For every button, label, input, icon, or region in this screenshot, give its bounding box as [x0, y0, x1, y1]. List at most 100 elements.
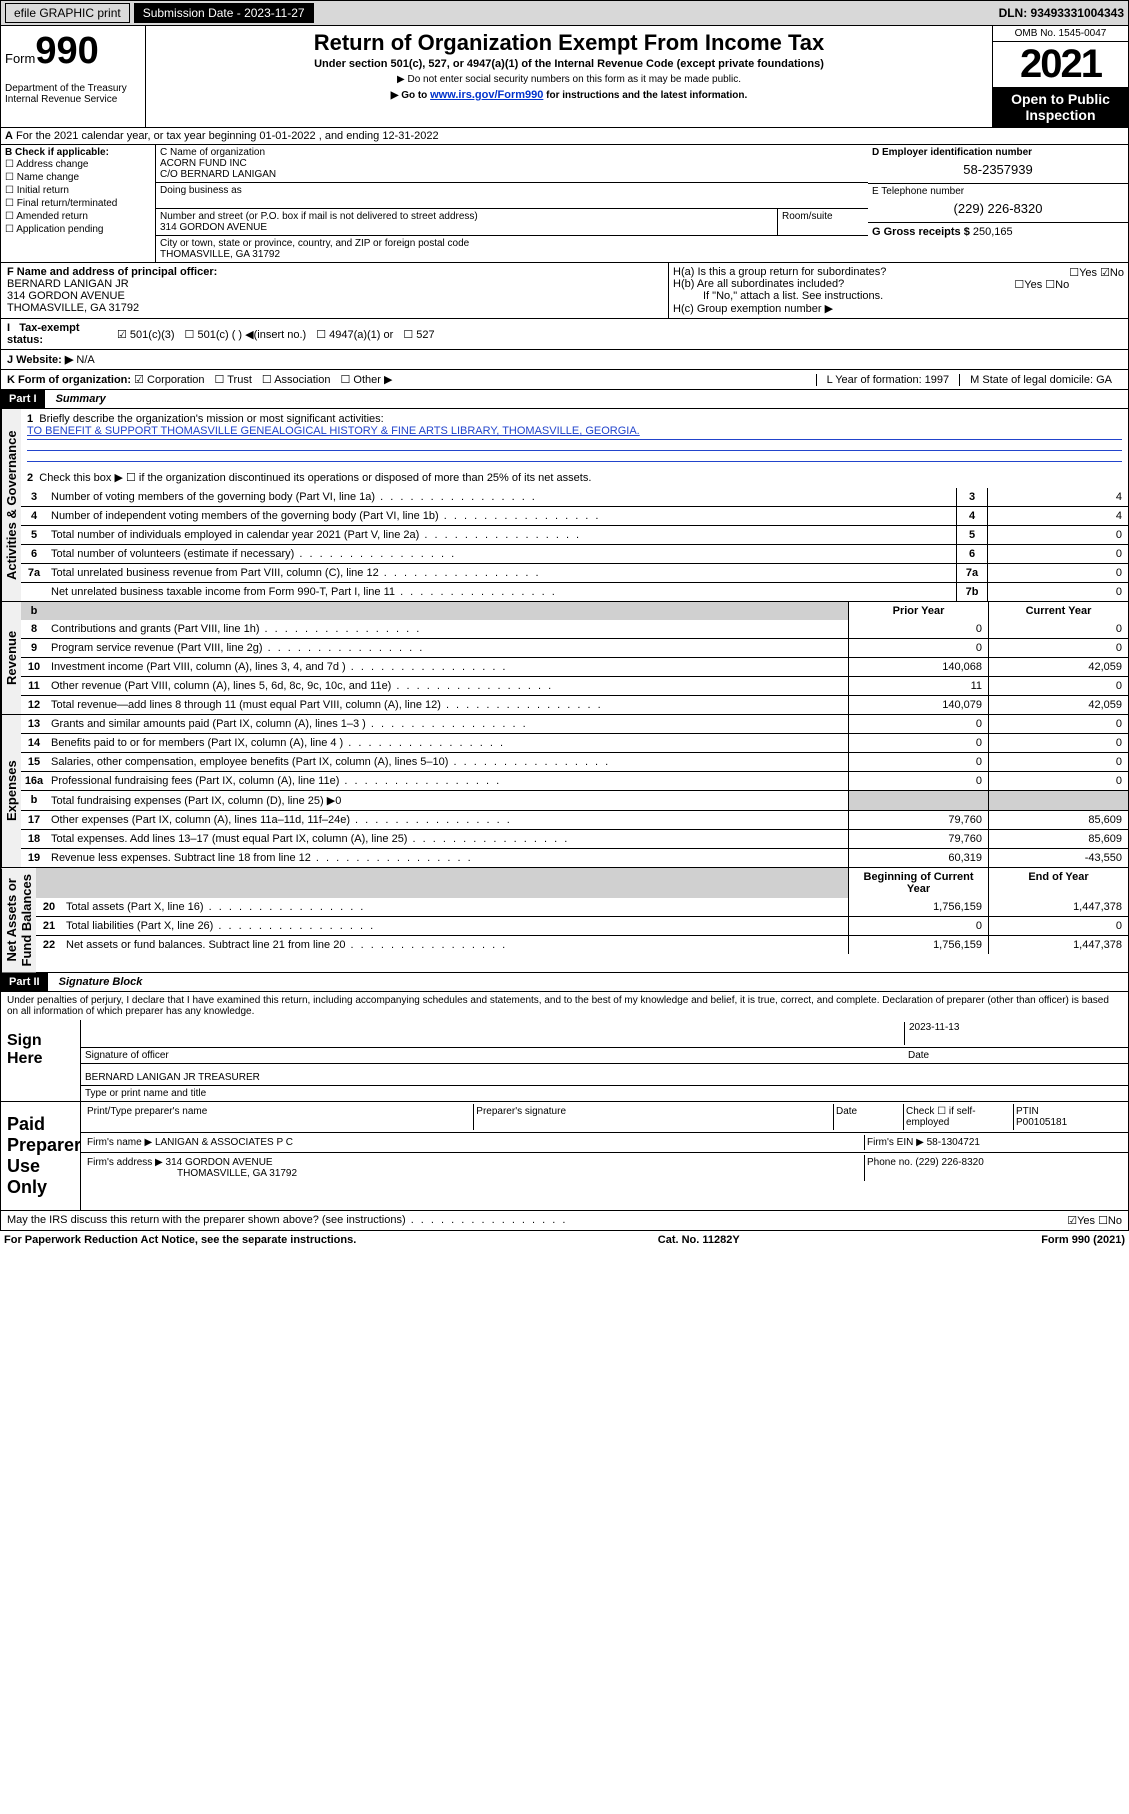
form-id-cell: Form990 Department of the Treasury Inter… [1, 26, 146, 127]
signer-name-label: Type or print name and title [85, 1088, 206, 1099]
paperwork-notice: For Paperwork Reduction Act Notice, see … [4, 1234, 356, 1246]
line-num: 20 [36, 898, 62, 916]
line-key: 4 [956, 507, 988, 525]
year-formation: L Year of formation: 1997 [816, 374, 960, 386]
omb-number: OMB No. 1545-0047 [993, 26, 1128, 42]
line-val: 4 [988, 488, 1128, 506]
line-prior: 0 [848, 772, 988, 790]
ein-label: D Employer identification number [872, 147, 1032, 158]
may-discuss-text: May the IRS discuss this return with the… [7, 1214, 1067, 1227]
form-footer: Form 990 (2021) [1041, 1234, 1125, 1246]
penalty-text: Under penalties of perjury, I declare th… [0, 992, 1129, 1020]
firm-addr-label: Firm's address ▶ [87, 1157, 163, 1168]
cb-other[interactable]: Other ▶ [340, 373, 392, 386]
city-value: THOMASVILLE, GA 31792 [160, 249, 864, 260]
officer-name: BERNARD LANIGAN JR [7, 278, 129, 290]
efile-print-btn[interactable]: efile GRAPHIC print [5, 3, 130, 23]
gross-receipts: G Gross receipts $ 250,165 [868, 223, 1128, 241]
cb-527[interactable]: 527 [403, 328, 434, 341]
submission-date-btn[interactable]: Submission Date - 2023-11-27 [134, 3, 314, 23]
cb-application-pending[interactable]: Application pending [5, 223, 151, 236]
addr-row: Number and street (or P.O. box if mail i… [156, 209, 868, 236]
line-desc: Professional fundraising fees (Part IX, … [47, 772, 848, 790]
may-discuss-row: May the IRS discuss this return with the… [0, 1211, 1129, 1231]
line-num: 18 [21, 830, 47, 848]
line-current: 0 [988, 620, 1128, 638]
firm-ein-label: Firm's EIN ▶ [867, 1137, 924, 1148]
ptin-value: P00105181 [1016, 1117, 1067, 1128]
form-subtitle: Under section 501(c), 527, or 4947(a)(1)… [150, 58, 988, 70]
revenue-body: b Prior Year Current Year 8 Contribution… [21, 602, 1128, 714]
firm-phone-label: Phone no. [867, 1157, 913, 1168]
expenses-section: Expenses 13 Grants and similar amounts p… [0, 715, 1129, 868]
prior-year-header: Prior Year [848, 602, 988, 620]
tax-status-text: Tax-exempt status: [7, 322, 80, 346]
line-num: 21 [36, 917, 62, 935]
line-val: 0 [988, 545, 1128, 563]
year-cell: OMB No. 1545-0047 2021 Open to Public In… [993, 26, 1128, 127]
cb-corporation[interactable]: Corporation [134, 373, 204, 386]
line-num: 8 [21, 620, 47, 638]
org-name-1: ACORN FUND INC [160, 158, 864, 169]
table-row: 9 Program service revenue (Part VIII, li… [21, 638, 1128, 657]
line-current: 85,609 [988, 811, 1128, 829]
preparer-name-label: Print/Type preparer's name [85, 1104, 474, 1130]
ein-block: D Employer identification number 58-2357… [868, 145, 1128, 184]
line-prior: 1,756,159 [848, 898, 988, 916]
ptin-cell: PTIN P00105181 [1014, 1104, 1124, 1130]
netassets-section: Net Assets orFund Balances Beginning of … [0, 868, 1129, 973]
section-a-row: A For the 2021 calendar year, or tax yea… [0, 128, 1129, 145]
table-row: 16a Professional fundraising fees (Part … [21, 771, 1128, 790]
efile-topbar: efile GRAPHIC print Submission Date - 20… [0, 0, 1129, 26]
line-num: 14 [21, 734, 47, 752]
section-de: D Employer identification number 58-2357… [868, 145, 1128, 262]
line-key: 6 [956, 545, 988, 563]
section-f: F Name and address of principal officer:… [1, 263, 668, 318]
line-desc: Investment income (Part VIII, column (A)… [47, 658, 848, 676]
line-num: 15 [21, 753, 47, 771]
table-row: 13 Grants and similar amounts paid (Part… [21, 715, 1128, 733]
cb-name-change[interactable]: Name change [5, 171, 151, 184]
line-prior: 0 [848, 753, 988, 771]
note-link: ▶ Go to www.irs.gov/Form990 for instruct… [150, 89, 988, 101]
form-prefix: Form [5, 51, 35, 66]
netassets-body: Beginning of Current Year End of Year 20… [36, 868, 1128, 972]
cb-address-change[interactable]: Address change [5, 158, 151, 171]
line-current: 1,447,378 [988, 936, 1128, 954]
cb-501c3[interactable]: 501(c)(3) [117, 328, 175, 341]
cb-4947[interactable]: 4947(a)(1) or [316, 328, 393, 341]
line-desc: Other revenue (Part VIII, column (A), li… [47, 677, 848, 695]
room-block: Room/suite [778, 209, 868, 236]
tax-year: 2021 [993, 42, 1128, 87]
paid-right: Print/Type preparer's name Preparer's si… [81, 1102, 1128, 1210]
section-b: B Check if applicable: Address change Na… [1, 145, 156, 262]
line-current [988, 791, 1128, 810]
line-desc: Total fundraising expenses (Part IX, col… [47, 791, 848, 810]
officer-label: F Name and address of principal officer: [7, 266, 217, 278]
addr-label: Number and street (or P.O. box if mail i… [160, 211, 773, 222]
line-num: 22 [36, 936, 62, 954]
line-desc: Program service revenue (Part VIII, line… [47, 639, 848, 657]
cb-amended-return[interactable]: Amended return [5, 210, 151, 223]
cb-501c[interactable]: 501(c) ( ) ◀(insert no.) [185, 328, 307, 341]
tax-status-label: I Tax-exempt status: [7, 322, 117, 346]
line-desc: Other expenses (Part IX, column (A), lin… [47, 811, 848, 829]
cb-association[interactable]: Association [262, 373, 331, 386]
signer-name: BERNARD LANIGAN JR TREASURER [85, 1072, 260, 1083]
line-prior: 60,319 [848, 849, 988, 867]
firm-addr: 314 GORDON AVENUE [166, 1157, 273, 1168]
table-row: b Total fundraising expenses (Part IX, c… [21, 790, 1128, 810]
cb-trust[interactable]: Trust [215, 373, 252, 386]
revenue-header: b Prior Year Current Year [21, 602, 1128, 620]
irs-link[interactable]: www.irs.gov/Form990 [430, 89, 543, 101]
line-desc: Benefits paid to or for members (Part IX… [47, 734, 848, 752]
line-desc: Total assets (Part X, line 16) [62, 898, 848, 916]
open-public-badge: Open to Public Inspection [993, 87, 1128, 127]
cat-number: Cat. No. 11282Y [658, 1234, 740, 1246]
table-row: 10 Investment income (Part VIII, column … [21, 657, 1128, 676]
cb-final-return[interactable]: Final return/terminated [5, 197, 151, 210]
cb-initial-return[interactable]: Initial return [5, 184, 151, 197]
title-cell: Return of Organization Exempt From Incom… [146, 26, 993, 127]
sig-labels-2: Type or print name and title [81, 1086, 1128, 1101]
firm-name: LANIGAN & ASSOCIATES P C [155, 1137, 293, 1148]
